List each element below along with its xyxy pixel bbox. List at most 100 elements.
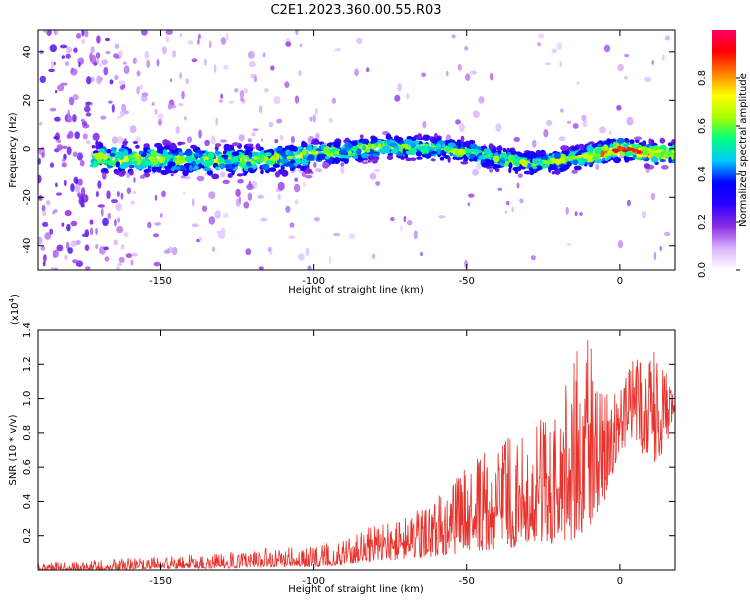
- heatmap-cell-1819: [279, 159, 289, 164]
- heatmap-cell-2034: [388, 142, 397, 147]
- heatmap-cell-1374: [152, 167, 157, 173]
- heatmap-x-tick-label-1: -100: [302, 276, 325, 287]
- heatmap-cell-2029: [329, 152, 334, 157]
- heatmap-cell-446: [472, 168, 479, 176]
- heatmap-cell-1186: [571, 169, 578, 174]
- heatmap-cell-189: [64, 61, 69, 66]
- heatmap-y-tick-label-1: -20: [22, 189, 33, 205]
- heatmap-cell-4: [505, 200, 510, 206]
- heatmap-cell-1886: [616, 137, 626, 144]
- heatmap-cell-395: [537, 42, 542, 47]
- heatmap-cell-732: [275, 171, 280, 178]
- heatmap-cell-1588: [659, 144, 667, 151]
- heatmap-cell-350: [238, 134, 245, 142]
- heatmap-cell-281: [123, 65, 130, 74]
- heatmap-cell-2052: [604, 144, 609, 151]
- heatmap-cell-233: [184, 116, 187, 121]
- heatmap-cell-435: [579, 212, 583, 216]
- heatmap-y-tick-label-4: 40: [22, 45, 33, 58]
- heatmap-cell-245: [102, 217, 109, 227]
- heatmap-cell-177: [61, 162, 67, 168]
- heatmap-cell-2055: [474, 149, 483, 154]
- heatmap-cell-377: [89, 219, 94, 225]
- heatmap-cell-1791: [325, 155, 329, 160]
- heatmap-cell-1847: [184, 149, 193, 157]
- heatmap-cell-441: [459, 123, 465, 132]
- heatmap-cell-1045: [470, 144, 479, 150]
- heatmap-cell-400: [223, 213, 229, 219]
- heatmap-cell-363: [78, 61, 81, 68]
- heatmap-cell-286: [38, 174, 42, 184]
- heatmap-cell-183: [179, 72, 183, 79]
- heatmap-cell-396: [209, 40, 212, 49]
- heatmap-cell-1143: [468, 139, 476, 145]
- heatmap-cell-324: [64, 210, 72, 217]
- heatmap-cell-274: [105, 51, 111, 55]
- heatmap-cell-2061: [385, 133, 392, 140]
- heatmap-cell-335: [305, 247, 310, 257]
- heatmap-cell-105: [118, 256, 125, 263]
- heatmap-cell-168: [178, 103, 184, 107]
- heatmap-cell-401: [204, 58, 207, 66]
- heatmap-cell-1935: [264, 152, 272, 157]
- heatmap-cell-180: [545, 62, 551, 66]
- heatmap-cell-347: [67, 115, 73, 123]
- heatmap-cell-230: [457, 64, 462, 71]
- heatmap-cell-1557: [597, 143, 602, 148]
- heatmap-cell-123: [235, 188, 241, 197]
- snr-y-tick-label-1: 0.4: [22, 493, 33, 509]
- heatmap-cell-298: [314, 168, 322, 172]
- heatmap-cell-457: [95, 52, 101, 59]
- heatmap-cell-1767: [203, 167, 211, 172]
- heatmap-cell-2060: [276, 146, 283, 151]
- heatmap-cell-453: [313, 161, 317, 168]
- heatmap-cell-1590: [429, 136, 433, 140]
- heatmap-cell-1855: [236, 173, 244, 177]
- heatmap-cell-1447: [228, 156, 232, 160]
- heatmap-cell-2070: [435, 143, 442, 149]
- heatmap-cell-1715: [110, 147, 118, 152]
- heatmap-cell-185: [340, 165, 345, 175]
- heatmap-cell-210: [96, 35, 101, 44]
- heatmap-cell-409: [53, 209, 58, 213]
- heatmap-cell-94: [222, 179, 230, 184]
- heatmap-cell-423: [67, 130, 74, 139]
- heatmap-cell-304: [331, 97, 337, 104]
- heatmap-cell-1742: [103, 168, 108, 172]
- heatmap-cell-1600: [119, 164, 127, 169]
- heatmap-cell-246: [70, 220, 78, 227]
- heatmap-cell-381: [582, 120, 588, 128]
- heatmap-cell-23: [468, 193, 475, 198]
- heatmap-cell-422: [45, 200, 51, 206]
- heatmap-cell-108: [123, 61, 127, 65]
- heatmap-cell-46: [559, 61, 562, 68]
- heatmap-cell-2042: [134, 155, 140, 162]
- heatmap-cell-444: [273, 96, 281, 105]
- heatmap-cell-414: [86, 76, 92, 85]
- heatmap-cell-374: [294, 199, 299, 205]
- heatmap-cell-40: [653, 251, 657, 261]
- heatmap-cell-2012: [360, 152, 368, 159]
- heatmap-cell-1805: [377, 143, 382, 148]
- heatmap-cell-98: [626, 199, 631, 207]
- heatmap-cell-1928: [144, 168, 152, 173]
- heatmap-cell-372: [309, 116, 313, 122]
- heatmap-cell-1517: [504, 160, 510, 167]
- heatmap-cell-1722: [248, 151, 253, 159]
- heatmap-cell-36: [659, 245, 663, 252]
- heatmap-cell-1610: [103, 155, 109, 159]
- heatmap-cell-226: [163, 249, 170, 254]
- heatmap-cell-332: [90, 227, 94, 236]
- heatmap-cell-186: [406, 93, 410, 100]
- heatmap-cell-407: [118, 50, 123, 58]
- heatmap-cell-1859: [225, 164, 230, 170]
- colorbar-gradient: [712, 30, 736, 270]
- heatmap-cell-232: [106, 190, 111, 200]
- heatmap-cell-1885: [672, 158, 675, 164]
- heatmap-cell-2020: [501, 159, 506, 164]
- heatmap-cell-172: [599, 126, 606, 134]
- heatmap-cell-439: [328, 117, 333, 123]
- heatmap-cell-227: [55, 192, 63, 196]
- heatmap-cell-1744: [650, 156, 659, 163]
